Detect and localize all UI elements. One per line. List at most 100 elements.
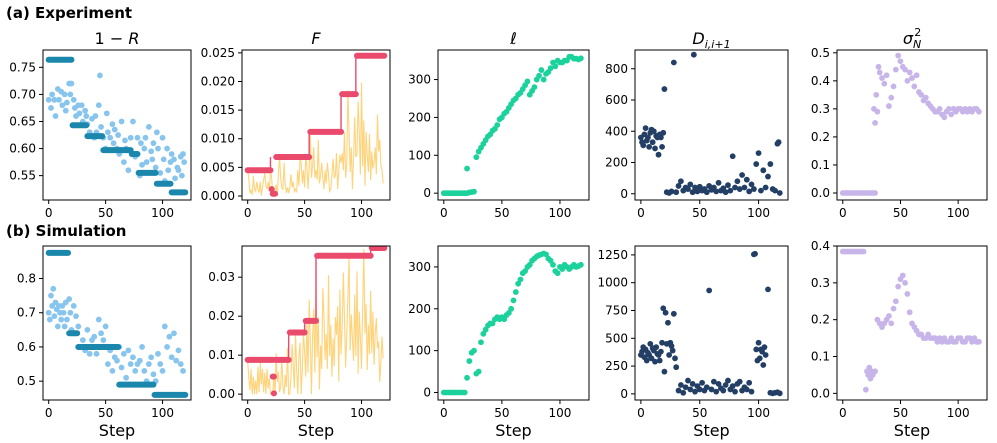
data-point	[873, 91, 880, 98]
data-point	[75, 323, 82, 330]
data-point	[675, 183, 682, 189]
x-axis-label: Step	[495, 421, 531, 440]
data-point	[66, 296, 73, 302]
y-tick-label: 0.02	[208, 309, 235, 323]
data-point	[660, 305, 667, 312]
y-tick-label: 600	[605, 93, 628, 107]
data-point	[93, 350, 100, 357]
data-point	[51, 313, 58, 320]
data-point	[904, 290, 911, 297]
data-point	[876, 69, 883, 76]
data-point	[685, 377, 691, 384]
data-point	[906, 69, 913, 76]
data-point	[155, 350, 161, 357]
data-point	[120, 159, 127, 165]
x-tick-label: 0	[244, 406, 252, 420]
panel-sim-sigma: 0 50 100 0.0 0.1 0.2 0.3 0.4 Step	[811, 239, 988, 440]
x-tick-label: 100	[350, 206, 373, 220]
data-point	[668, 343, 675, 349]
data-point	[860, 248, 867, 255]
data-point	[911, 83, 918, 90]
data-point	[136, 357, 143, 364]
data-point	[657, 134, 664, 141]
y-tick-label: 250	[605, 359, 628, 373]
data-point	[743, 176, 750, 183]
data-point	[746, 188, 753, 195]
data-point	[67, 309, 74, 316]
data-point	[473, 154, 480, 161]
data-point	[48, 105, 54, 111]
data-point	[104, 129, 111, 136]
data-point	[913, 72, 920, 79]
data-point	[755, 150, 762, 157]
data-point	[760, 362, 767, 368]
data-point	[536, 72, 542, 79]
x-tick-label: 100	[350, 406, 373, 420]
data-point	[494, 122, 501, 128]
data-point	[872, 190, 878, 196]
data-point	[755, 339, 762, 346]
data-point	[524, 78, 531, 85]
data-point	[895, 52, 902, 59]
x-tick-label: 50	[893, 206, 908, 220]
data-point	[111, 126, 118, 133]
data-point	[692, 388, 698, 395]
y-tick-label: 100	[408, 148, 431, 162]
data-point	[902, 66, 908, 73]
plot-area	[637, 250, 783, 397]
data-point	[775, 139, 782, 146]
x-tick-label: 50	[98, 206, 113, 220]
data-point	[886, 103, 892, 109]
axes-frame	[42, 245, 192, 401]
data-point	[95, 102, 102, 109]
y-tick-label: 200	[605, 156, 628, 170]
data-point	[508, 305, 515, 312]
data-point	[734, 178, 741, 185]
x-tick-label: 100	[747, 406, 770, 420]
data-point	[897, 58, 904, 65]
x-tick-label: 0	[839, 206, 847, 220]
data-point	[82, 107, 89, 114]
data-point	[678, 178, 684, 185]
data-point	[79, 337, 86, 344]
data-point	[690, 51, 697, 58]
data-point	[976, 108, 982, 115]
data-point	[729, 383, 736, 390]
data-point	[173, 357, 180, 364]
data-point	[722, 189, 729, 196]
x-tick-label: 100	[549, 406, 572, 420]
x-tick-label: 50	[297, 206, 312, 220]
data-point	[761, 344, 768, 351]
data-point	[673, 364, 680, 371]
data-point	[157, 170, 164, 176]
y-tick-label: 200	[408, 302, 431, 316]
data-point	[130, 354, 136, 361]
y-tick-label: 0.000	[201, 189, 235, 203]
panel-sim-F: 0 50 100 0.00 0.01 0.02 0.03 Step	[208, 245, 391, 440]
axes-frame	[836, 49, 988, 201]
data-point	[67, 91, 74, 98]
data-point	[58, 316, 65, 323]
x-tick-label: 50	[893, 406, 908, 420]
x-tick-label: 100	[947, 206, 970, 220]
data-point	[652, 145, 658, 152]
data-point	[739, 172, 745, 178]
data-point	[706, 287, 713, 294]
data-point	[890, 83, 897, 90]
x-tick-label: 100	[947, 406, 970, 420]
data-point	[906, 309, 913, 316]
data-point	[168, 151, 175, 157]
y-tick-label: 0	[620, 187, 628, 201]
y-tick-label: 0.70	[9, 87, 36, 101]
x-tick-label: 0	[440, 406, 448, 420]
y-tick-label: 0.1	[811, 350, 830, 364]
data-point	[48, 292, 54, 299]
data-point	[125, 347, 132, 354]
data-point	[159, 368, 166, 374]
y-tick-label: 0.010	[201, 132, 235, 146]
panel-title: 1 − R	[95, 29, 140, 48]
data-point	[132, 368, 139, 374]
y-tick-label: 0.2	[811, 313, 830, 327]
data-point	[657, 348, 664, 355]
